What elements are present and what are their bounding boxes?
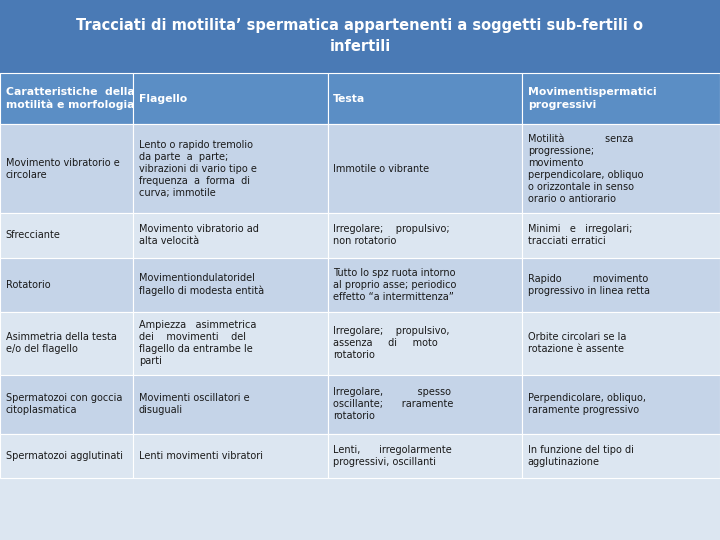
Bar — [0, 258, 133, 312]
Bar — [0, 73, 133, 124]
Bar — [133, 124, 328, 213]
Bar — [0, 124, 133, 213]
Text: Perpendicolare, obliquo,
raramente progressivo: Perpendicolare, obliquo, raramente progr… — [528, 394, 646, 415]
Text: Ampiezza   asimmetrica
dei    movimenti    del
flagello da entrambe le
parti: Ampiezza asimmetrica dei movimenti del f… — [139, 320, 256, 367]
Bar — [522, 434, 720, 478]
Bar — [328, 213, 522, 258]
Text: Lento o rapido tremolio
da parte  a  parte;
vibrazioni di vario tipo e
frequenza: Lento o rapido tremolio da parte a parte… — [139, 140, 257, 198]
Text: Rapido          movimento
progressivo in linea retta: Rapido movimento progressivo in linea re… — [528, 274, 649, 295]
Text: Flagello: Flagello — [139, 93, 187, 104]
Bar — [0, 213, 133, 258]
Text: Lenti movimenti vibratori: Lenti movimenti vibratori — [139, 451, 263, 461]
Text: Spermatozoi con goccia
citoplasmatica: Spermatozoi con goccia citoplasmatica — [6, 394, 122, 415]
Bar — [133, 258, 328, 312]
Bar — [133, 375, 328, 434]
Bar — [133, 312, 328, 375]
Text: Movimenti oscillatori e
disuguali: Movimenti oscillatori e disuguali — [139, 394, 250, 415]
Text: Movimento vibratorio ad
alta velocità: Movimento vibratorio ad alta velocità — [139, 225, 258, 246]
Text: Rotatorio: Rotatorio — [6, 280, 50, 289]
Text: Minimi   e   irregolari;
tracciati erratici: Minimi e irregolari; tracciati erratici — [528, 225, 632, 246]
Bar — [328, 312, 522, 375]
Bar — [522, 375, 720, 434]
Bar — [522, 73, 720, 124]
Bar — [133, 73, 328, 124]
Text: Tracciati di motilita’ spermatica appartenenti a soggetti sub-fertili o
infertil: Tracciati di motilita’ spermatica appart… — [76, 18, 644, 55]
Text: Lenti,      irregolarmente
progressivi, oscillanti: Lenti, irregolarmente progressivi, oscil… — [333, 445, 452, 467]
Text: Testa: Testa — [333, 93, 366, 104]
Text: Movimentispermatici
progressivi: Movimentispermatici progressivi — [528, 87, 657, 110]
Bar — [522, 258, 720, 312]
Bar — [0, 375, 133, 434]
Text: Movimento vibratorio e
circolare: Movimento vibratorio e circolare — [6, 158, 120, 180]
Text: Asimmetria della testa
e/o del flagello: Asimmetria della testa e/o del flagello — [6, 333, 117, 354]
Bar — [328, 434, 522, 478]
Text: Immotile o vibrante: Immotile o vibrante — [333, 164, 430, 174]
Text: Movimentiondulatoridel
flagello di modesta entità: Movimentiondulatoridel flagello di modes… — [139, 273, 264, 296]
Bar — [522, 213, 720, 258]
Bar — [0, 434, 133, 478]
Bar — [328, 73, 522, 124]
Text: Spermatozoi agglutinati: Spermatozoi agglutinati — [6, 451, 122, 461]
Text: Orbite circolari se la
rotazione è assente: Orbite circolari se la rotazione è assen… — [528, 333, 626, 354]
Bar — [328, 375, 522, 434]
Text: Motilità             senza
progressione;
movimento
perpendicolare, obliquo
o ori: Motilità senza progressione; movimento p… — [528, 134, 643, 204]
Text: Irregolare;    propulsivo;
non rotatorio: Irregolare; propulsivo; non rotatorio — [333, 225, 450, 246]
Text: In funzione del tipo di
agglutinazione: In funzione del tipo di agglutinazione — [528, 445, 634, 467]
Bar — [0, 0, 720, 73]
Bar — [0, 312, 133, 375]
Bar — [133, 434, 328, 478]
Text: Irregolare;    propulsivo,
assenza     di     moto
rotatorio: Irregolare; propulsivo, assenza di moto … — [333, 327, 450, 360]
Bar — [328, 258, 522, 312]
Text: Sfrecciante: Sfrecciante — [6, 231, 60, 240]
Bar — [522, 312, 720, 375]
Text: Caratteristiche  della
motilità e morfologia: Caratteristiche della motilità e morfolo… — [6, 87, 135, 110]
Text: Tutto lo spz ruota intorno
al proprio asse; periodico
effetto “a intermittenza”: Tutto lo spz ruota intorno al proprio as… — [333, 268, 456, 301]
Text: Irregolare,           spesso
oscillante;      raramente
rotatorio: Irregolare, spesso oscillante; raramente… — [333, 388, 454, 421]
Bar — [133, 213, 328, 258]
Bar — [328, 124, 522, 213]
Bar — [522, 124, 720, 213]
